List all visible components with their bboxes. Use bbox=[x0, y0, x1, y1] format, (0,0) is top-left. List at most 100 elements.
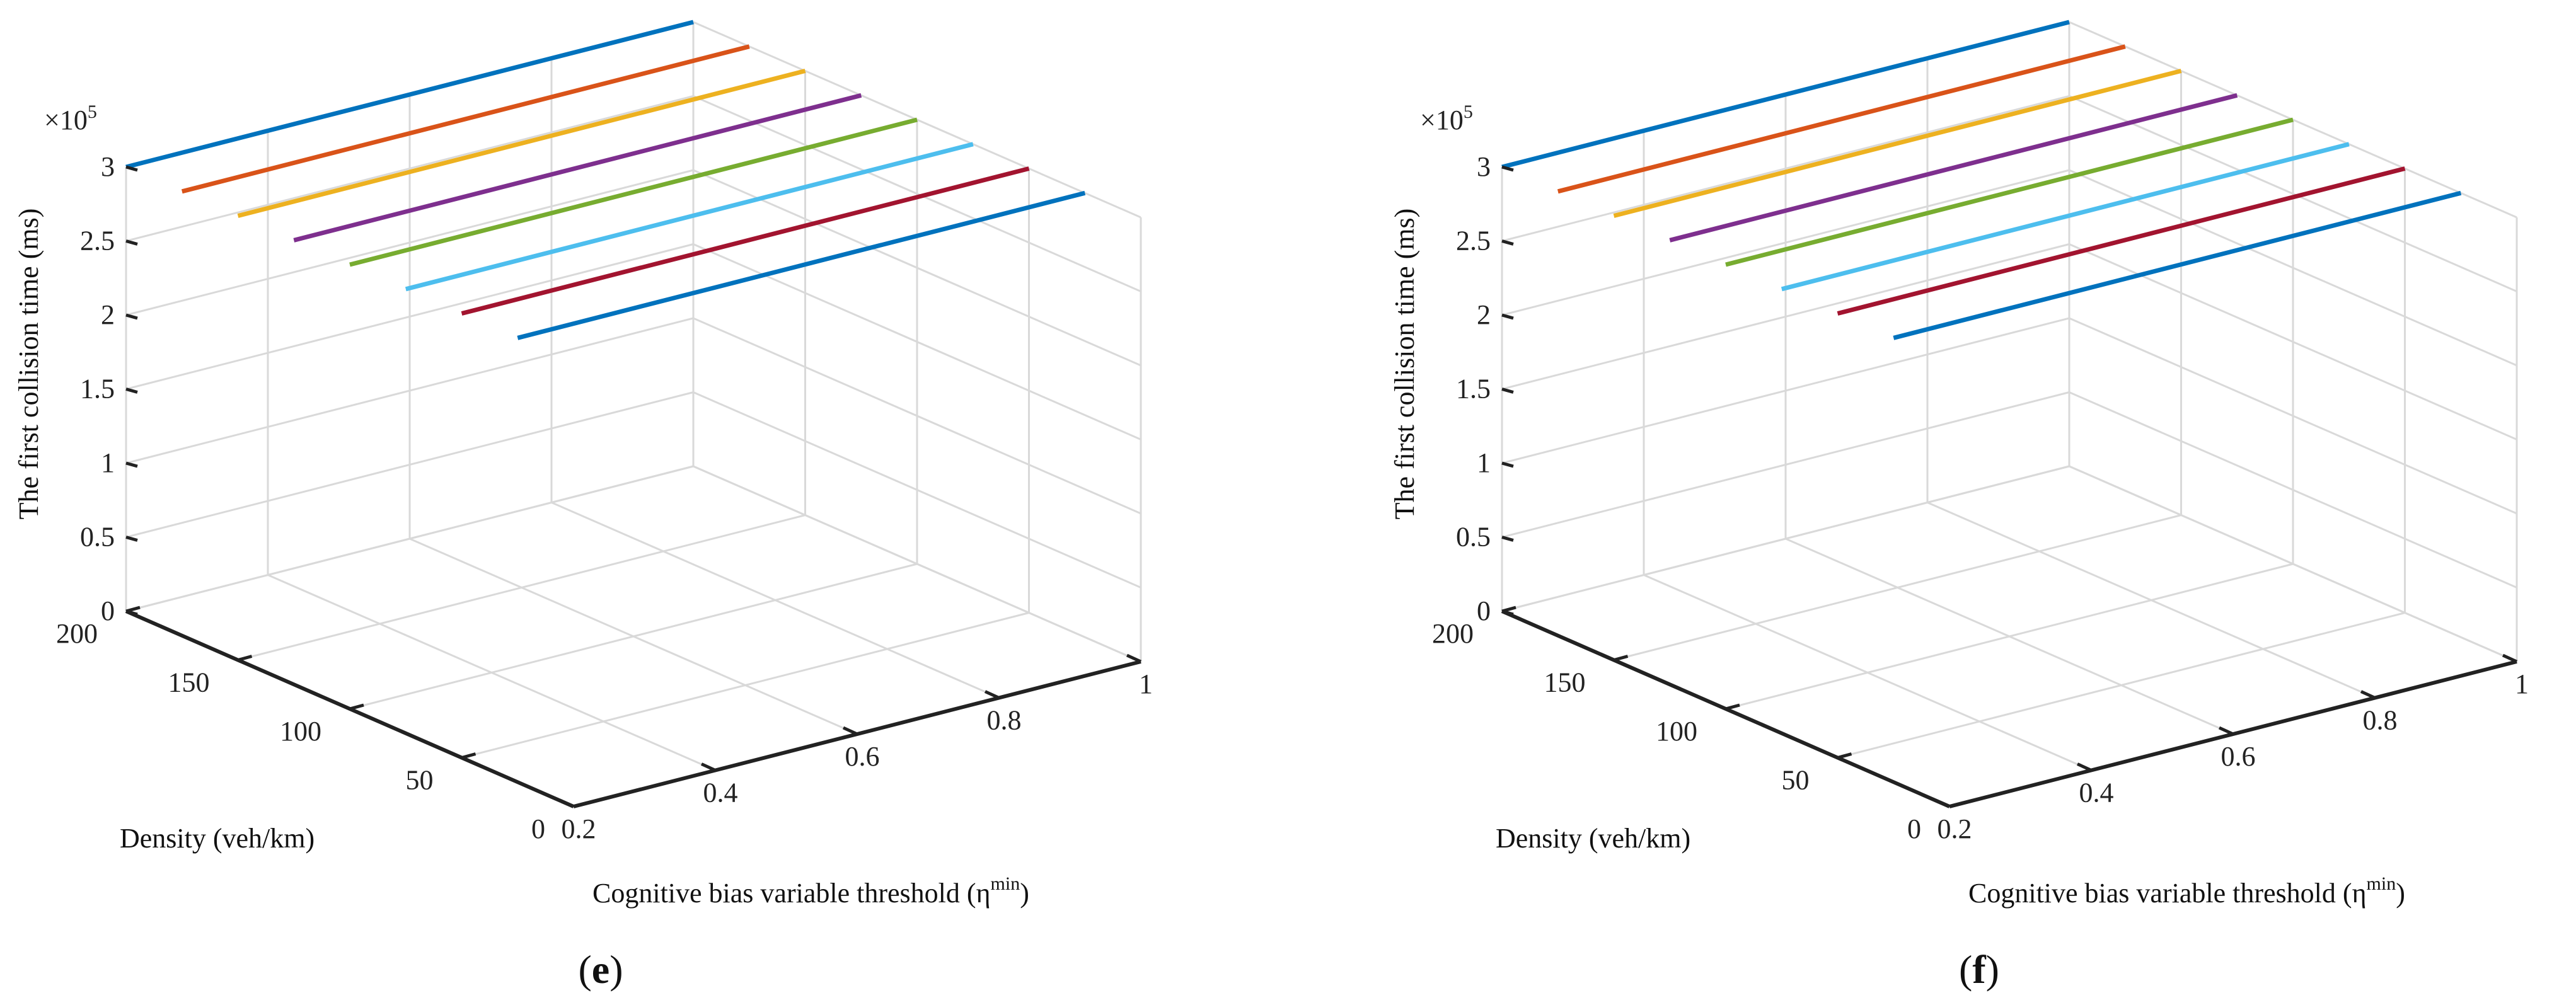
grid-line bbox=[1837, 612, 2405, 759]
grid-line bbox=[693, 243, 1141, 440]
z-tick-mark bbox=[1501, 388, 1514, 394]
series-line bbox=[1893, 190, 2462, 340]
y-tick-label: 50 bbox=[406, 765, 434, 796]
x-tick-mark bbox=[842, 726, 858, 736]
z-tick-label: 0.5 bbox=[80, 522, 115, 553]
panel-caption: (f) bbox=[1959, 947, 1999, 992]
x-axis-label-end: ) bbox=[1020, 878, 1029, 909]
x-axis-label: Cognitive bias variable threshold (ηmin) bbox=[592, 873, 1029, 909]
y-tick-mark bbox=[1837, 752, 1852, 759]
grid-line bbox=[125, 243, 694, 390]
grid-line bbox=[349, 563, 918, 710]
z-tick-label: 3 bbox=[1477, 151, 1491, 182]
y-tick-label: 0 bbox=[1907, 813, 1921, 844]
x-tick-mark bbox=[700, 762, 717, 772]
z-tick-label: 2 bbox=[1477, 299, 1491, 330]
grid-line bbox=[125, 95, 694, 242]
y-tick-label: 150 bbox=[168, 667, 210, 698]
caption-open-paren: ( bbox=[1959, 947, 1972, 992]
y-tick-label: 0 bbox=[531, 813, 545, 844]
grid-line bbox=[693, 95, 1141, 292]
y-tick-mark bbox=[573, 801, 588, 808]
x-axis-label-end: ) bbox=[2396, 878, 2405, 909]
x-tick-label: 0.4 bbox=[2079, 778, 2114, 808]
z-tick-mark bbox=[1501, 313, 1514, 320]
series-line bbox=[293, 93, 862, 243]
grid-line bbox=[1501, 391, 2070, 538]
grid-line bbox=[238, 514, 806, 661]
x-tick-label: 1 bbox=[2515, 669, 2529, 699]
y-tick-label: 100 bbox=[1656, 716, 1697, 747]
grid-line bbox=[1501, 317, 2070, 464]
z-exponent-label: ×105 bbox=[1420, 101, 1473, 135]
z-tick-mark bbox=[125, 609, 138, 616]
z-tick-mark bbox=[125, 461, 138, 468]
x-tick-mark bbox=[2360, 690, 2376, 699]
series-line bbox=[1781, 142, 2350, 292]
z-axis-label: The first collision time (ms) bbox=[1389, 209, 1420, 520]
grid-line bbox=[125, 317, 694, 464]
y-tick-label: 200 bbox=[1432, 618, 1474, 649]
caption-letter: e bbox=[592, 947, 609, 992]
z-axis-label: The first collision time (ms) bbox=[13, 209, 44, 520]
y-tick-mark bbox=[237, 655, 253, 662]
z-tick-mark bbox=[1501, 461, 1514, 468]
z-tick-mark bbox=[125, 536, 138, 542]
x-tick-mark bbox=[1126, 653, 1142, 663]
grid-line bbox=[1501, 243, 2070, 390]
series-line bbox=[1669, 93, 2238, 243]
series-line bbox=[1557, 44, 2126, 194]
series-line bbox=[125, 20, 694, 169]
z-tick-mark bbox=[125, 165, 138, 172]
x-tick-label: 0.8 bbox=[987, 705, 1022, 736]
z-tick-mark bbox=[1501, 536, 1514, 542]
z-tick-mark bbox=[125, 313, 138, 320]
series-line bbox=[461, 166, 1030, 316]
series-line bbox=[181, 44, 750, 194]
grid-line bbox=[125, 391, 694, 538]
x-tick-mark bbox=[2076, 762, 2093, 772]
z-tick-label: 2 bbox=[101, 299, 115, 330]
y-tick-mark bbox=[349, 703, 364, 711]
series-line bbox=[1613, 69, 2182, 218]
z-exponent-base: ×10 bbox=[1420, 105, 1464, 135]
grid-line bbox=[693, 317, 1141, 515]
y-tick-label: 200 bbox=[56, 618, 98, 649]
z-tick-mark bbox=[125, 388, 138, 394]
x-axis-label: Cognitive bias variable threshold (ηmin) bbox=[1968, 873, 2405, 909]
grid-line bbox=[1725, 563, 2294, 710]
grid-line bbox=[2069, 391, 2517, 589]
chart-panel-e: 0.20.40.60.8105010015020000.511.522.53×1… bbox=[13, 20, 1153, 992]
grid-line bbox=[461, 612, 1029, 759]
z-exponent-label: ×105 bbox=[44, 101, 97, 135]
z-tick-label: 1.5 bbox=[80, 374, 115, 405]
grid-line bbox=[2069, 169, 2517, 367]
z-exponent-power: 5 bbox=[1464, 101, 1473, 122]
y-tick-mark bbox=[1613, 655, 1629, 662]
series-line bbox=[349, 117, 918, 267]
x-tick-label: 0.4 bbox=[703, 778, 738, 808]
x-tick-label: 1 bbox=[1139, 669, 1153, 699]
grid-line bbox=[2069, 243, 2517, 440]
z-exponent-power: 5 bbox=[88, 101, 97, 122]
y-tick-label: 100 bbox=[280, 716, 321, 747]
series-line bbox=[405, 142, 974, 292]
z-exponent-base: ×10 bbox=[44, 105, 88, 135]
x-tick-label: 0.6 bbox=[845, 741, 880, 772]
z-tick-label: 2.5 bbox=[80, 226, 115, 256]
grid-line bbox=[125, 169, 694, 316]
z-tick-mark bbox=[1501, 165, 1514, 172]
z-tick-label: 0 bbox=[1477, 595, 1491, 626]
x-axis-label-sup: min bbox=[991, 873, 1020, 894]
caption-letter: f bbox=[1972, 947, 1986, 992]
y-axis-label: Density (veh/km) bbox=[1496, 823, 1690, 854]
series-line bbox=[517, 190, 1086, 340]
chart-panel-f: 0.20.40.60.8105010015020000.511.522.53×1… bbox=[1389, 20, 2529, 992]
z-tick-mark bbox=[1501, 609, 1514, 616]
grid-line bbox=[2069, 317, 2517, 515]
grid-line bbox=[693, 391, 1141, 589]
y-axis-label: Density (veh/km) bbox=[120, 823, 315, 854]
caption-close-paren: ) bbox=[1986, 947, 1999, 992]
x-axis-label-main: Cognitive bias variable threshold (η bbox=[1968, 878, 2367, 909]
